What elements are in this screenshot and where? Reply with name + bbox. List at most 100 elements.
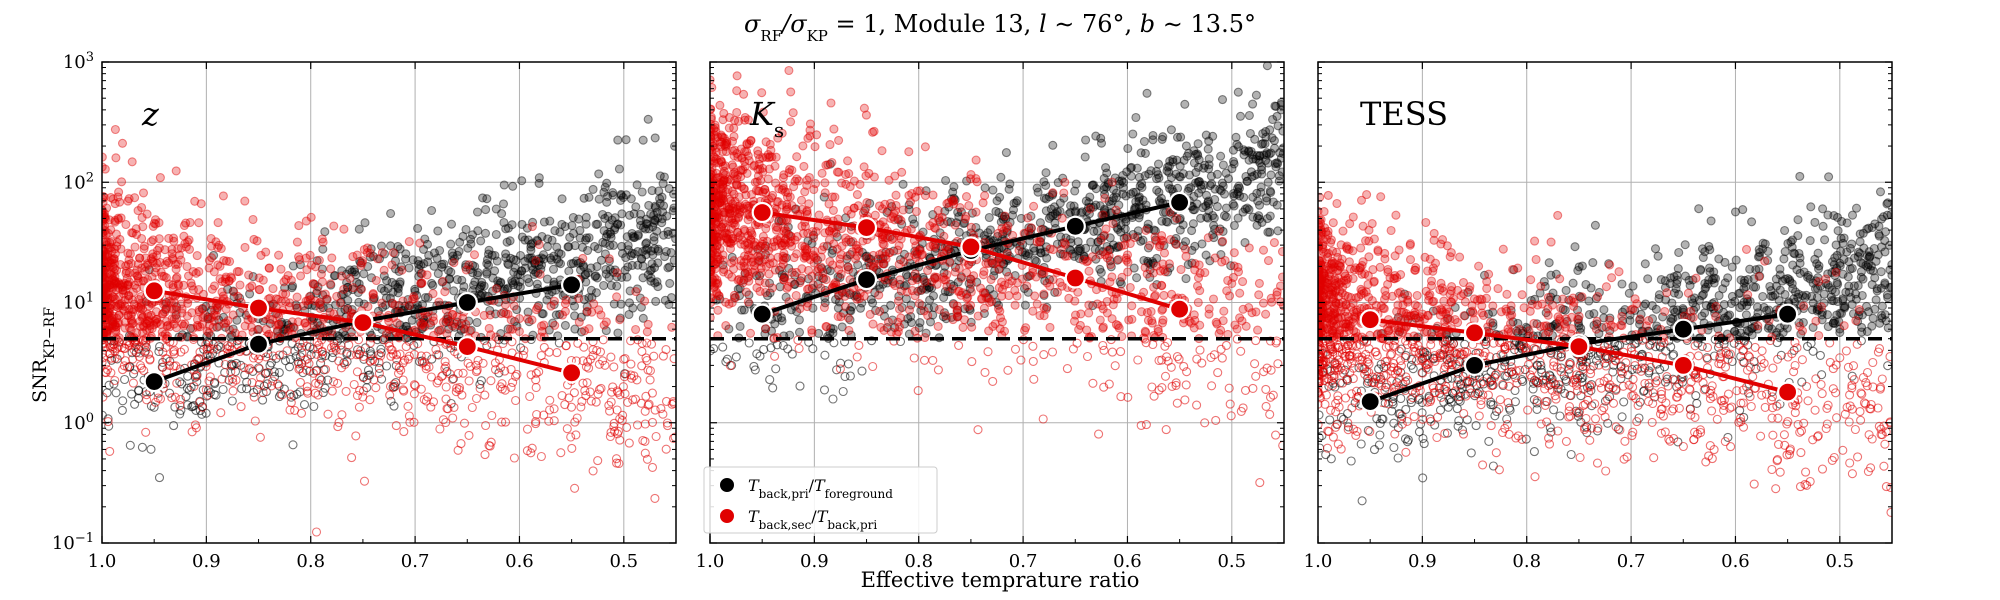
scatter-point-red (221, 256, 232, 266)
scatter-point-red (569, 388, 579, 398)
series-marker-red (143, 280, 165, 302)
scatter-point-red (986, 274, 996, 285)
scatter-point-red (118, 281, 128, 291)
scatter-point-red (160, 329, 170, 339)
scatter-point-red (1028, 341, 1038, 351)
scatter-point-red (933, 205, 943, 215)
scatter-point-red (255, 432, 265, 442)
scatter-point-red (743, 267, 753, 277)
scatter-point-black (1126, 189, 1136, 199)
scatter-point-red (550, 320, 560, 330)
scatter-point-black (491, 229, 501, 240)
scatter-point-black (210, 379, 220, 389)
scatter-point-red (619, 354, 629, 364)
scatter-point-red (112, 313, 122, 323)
scatter-point-red (544, 347, 554, 357)
scatter-point-black (482, 341, 492, 351)
scatter-point-black (655, 198, 665, 208)
scatter-point-black (154, 346, 164, 357)
scatter-point-black (1101, 163, 1111, 173)
scatter-point-black (556, 249, 566, 259)
scatter-point-red (719, 264, 729, 275)
scatter-point-red (110, 217, 120, 227)
scatter-point-red (729, 290, 739, 300)
scatter-point-red (206, 241, 217, 251)
scatter-point-red (164, 233, 174, 243)
scatter-point-black (278, 326, 288, 336)
scatter-point-red (126, 325, 136, 335)
scatter-point-red (877, 146, 887, 156)
scatter-point-black (507, 220, 517, 230)
scatter-point-red (519, 345, 529, 356)
scatter-point-red (317, 234, 327, 244)
scatter-point-black (608, 267, 618, 277)
scatter-point-black (537, 309, 547, 319)
scatter-point-black (552, 242, 562, 252)
scatter-point-red (113, 192, 123, 202)
scatter-point-red (112, 237, 122, 247)
scatter-point-black (523, 307, 533, 317)
scatter-point-black (1166, 125, 1176, 135)
scatter-point-red (1226, 411, 1236, 421)
scatter-point-black (154, 473, 165, 483)
scatter-point-black (1248, 99, 1258, 109)
scatter-point-black (497, 209, 507, 219)
scatter-point-black (343, 295, 353, 305)
scatter-point-black (1048, 140, 1058, 150)
scatter-point-black (482, 269, 492, 279)
scatter-point-black (1173, 183, 1183, 193)
scatter-point-black (456, 325, 466, 335)
scatter-point-black (601, 269, 611, 279)
scatter-point-red (531, 256, 541, 266)
scatter-point-red (527, 315, 537, 325)
scatter-point-black (343, 282, 353, 292)
scatter-point-red (426, 372, 436, 382)
scatter-point-black (537, 231, 547, 242)
series-marker-red (560, 362, 583, 384)
scatter-point-red (123, 362, 133, 372)
scatter-point-red (111, 322, 121, 332)
scatter-point-red (802, 251, 812, 261)
scatter-point-black (568, 228, 579, 239)
scatter-point-black (633, 260, 643, 270)
scatter-point-red (301, 216, 311, 226)
scatter-point-red (650, 493, 660, 503)
scatter-point-red (997, 317, 1007, 327)
scatter-point-red (442, 329, 452, 339)
scatter-point-black (629, 249, 639, 259)
scatter-point-red (1219, 306, 1229, 316)
scatter-point-red (115, 234, 125, 244)
scatter-point-red (820, 188, 830, 198)
scatter-point-black (617, 272, 627, 282)
scatter-point-black (171, 310, 181, 320)
scatter-point-red (349, 379, 359, 390)
scatter-point-black (197, 304, 207, 314)
scatter-point-black (137, 442, 147, 452)
scatter-point-black (283, 320, 293, 330)
scatter-point-red (531, 382, 541, 393)
scatter-point-black (1116, 221, 1126, 231)
scatter-point-red (274, 319, 284, 329)
scatter-point-red (539, 410, 549, 420)
scatter-point-red (138, 276, 148, 286)
scatter-point-black (575, 233, 585, 243)
scatter-point-black (429, 248, 440, 258)
scatter-point-black (108, 319, 118, 329)
scatter-point-black (414, 259, 424, 269)
scatter-point-black (1221, 212, 1231, 222)
scatter-point-red (626, 373, 637, 383)
scatter-point-red (787, 267, 797, 277)
scatter-point-black (258, 395, 268, 405)
scatter-point-red (263, 294, 274, 304)
scatter-point-black (641, 219, 651, 229)
scatter-point-red (368, 289, 378, 299)
scatter-point-red (1125, 238, 1135, 249)
scatter-point-black (447, 248, 457, 258)
scatter-point-red (577, 396, 587, 406)
scatter-point-red (273, 319, 283, 330)
scatter-point-red (151, 307, 161, 317)
scatter-point-red (884, 175, 894, 185)
scatter-point-red (764, 269, 774, 279)
scatter-point-black (633, 231, 643, 241)
scatter-point-black (455, 237, 465, 247)
